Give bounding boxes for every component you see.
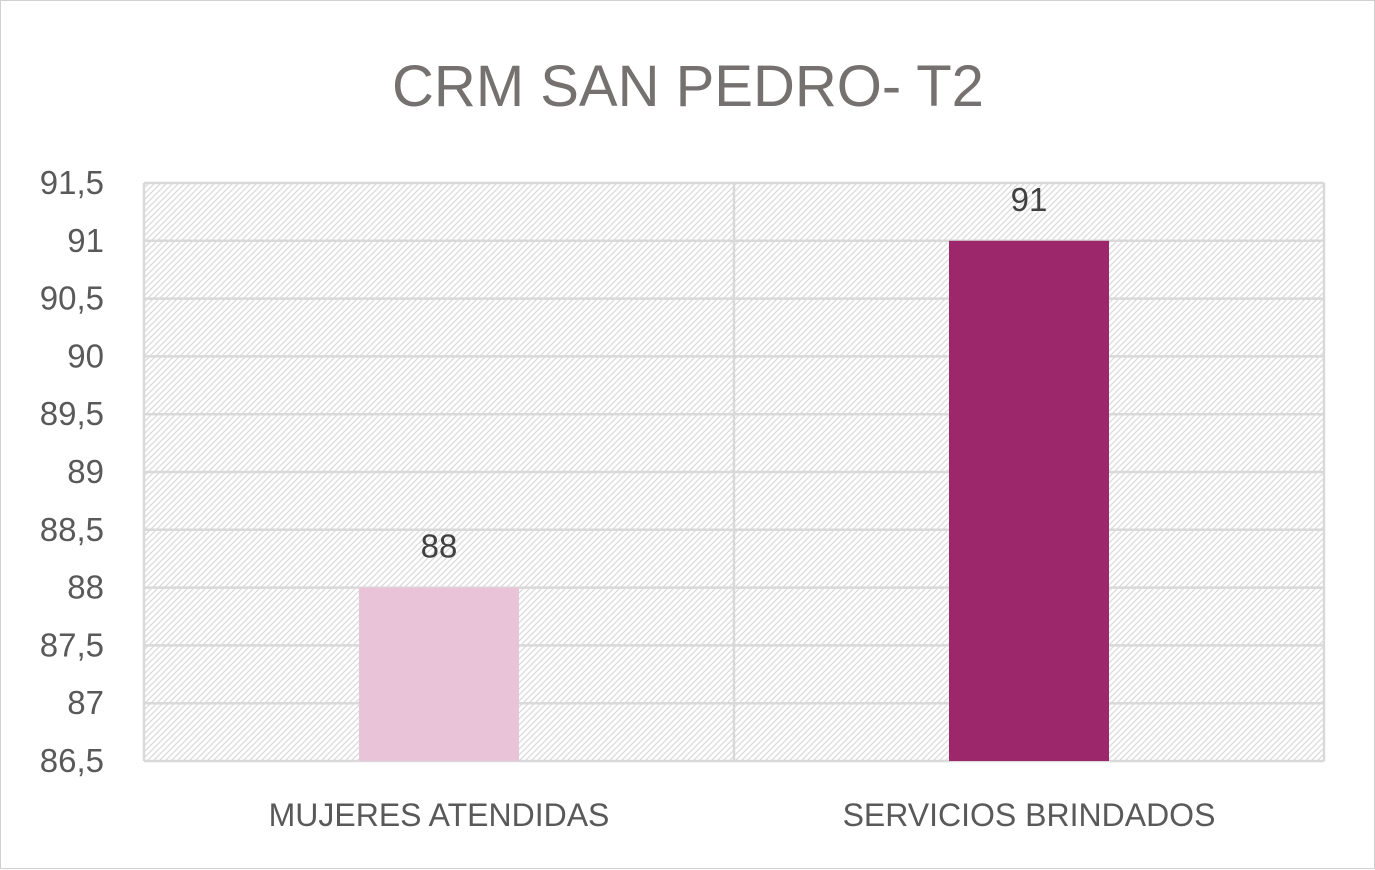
y-tick-label: 90,5 (40, 280, 104, 317)
y-tick-label: 87,5 (40, 626, 104, 663)
y-tick-label: 88 (67, 569, 104, 606)
y-tick-label: 88,5 (40, 511, 104, 548)
y-tick-label: 91 (67, 222, 104, 259)
data-label: 88 (421, 528, 458, 565)
y-tick-label: 90 (67, 337, 104, 374)
bar (949, 240, 1109, 762)
data-label: 91 (1011, 181, 1048, 218)
x-tick-label: MUJERES ATENDIDAS (269, 797, 610, 833)
y-tick-label: 89,5 (40, 395, 104, 432)
bar (359, 587, 519, 761)
y-tick-label: 89 (67, 453, 104, 490)
y-tick-label: 86,5 (40, 742, 104, 779)
plot-area: 86,5 87 87,5 88 88,5 89 89,5 90 90,5 91 91,5 88 MUJE… (40, 164, 1326, 833)
x-tick-label: SERVICIOS BRINDADOS (843, 797, 1216, 833)
y-tick-label: 87 (67, 684, 104, 721)
chart-title: CRM SAN PEDRO- T2 (392, 54, 984, 119)
y-tick-label: 91,5 (40, 164, 104, 201)
